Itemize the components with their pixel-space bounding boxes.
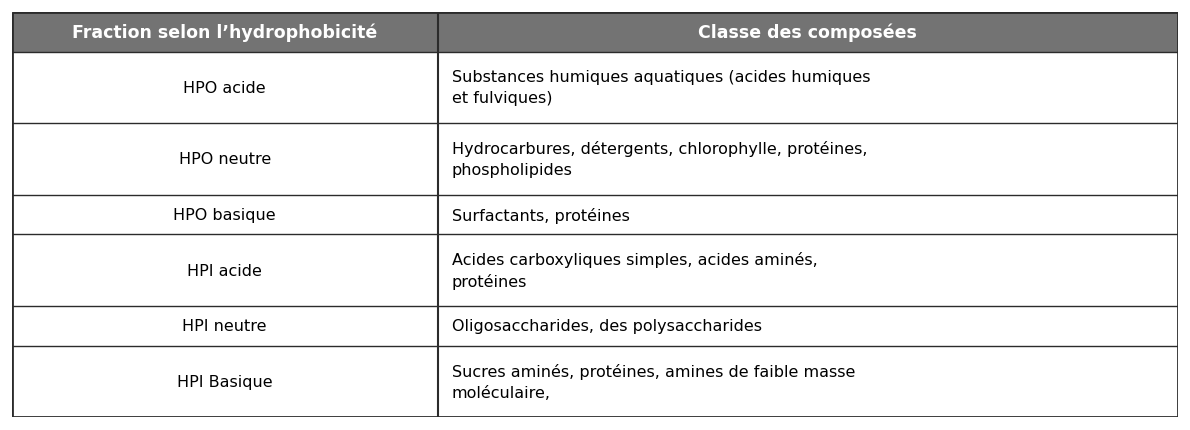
Bar xyxy=(12,346,438,417)
Bar xyxy=(12,195,438,235)
Text: Sucres aminés, protéines, amines de faible masse
moléculaire,: Sucres aminés, protéines, amines de faib… xyxy=(451,363,854,400)
Text: Surfactants, protéines: Surfactants, protéines xyxy=(451,207,630,223)
Text: Classe des composées: Classe des composées xyxy=(699,24,917,42)
Bar xyxy=(12,235,438,306)
Text: HPO acide: HPO acide xyxy=(183,81,267,95)
Bar xyxy=(438,124,1178,195)
Bar xyxy=(12,124,438,195)
Bar xyxy=(12,306,438,346)
Bar xyxy=(438,195,1178,235)
Text: HPO neutre: HPO neutre xyxy=(178,152,271,167)
Text: Hydrocarbures, détergents, chlorophylle, protéines,
phospholipides: Hydrocarbures, détergents, chlorophylle,… xyxy=(451,141,868,178)
Bar xyxy=(438,306,1178,346)
Bar xyxy=(438,346,1178,417)
Text: Fraction selon l’hydrophobicité: Fraction selon l’hydrophobicité xyxy=(73,24,377,42)
Text: Acides carboxyliques simples, acides aminés,
protéines: Acides carboxyliques simples, acides ami… xyxy=(451,251,818,290)
Bar xyxy=(438,235,1178,306)
Bar xyxy=(12,13,438,52)
Text: HPI neutre: HPI neutre xyxy=(182,319,267,333)
Bar xyxy=(438,13,1178,52)
Text: HPO basique: HPO basique xyxy=(174,208,276,222)
Text: HPI acide: HPI acide xyxy=(187,263,262,278)
Text: HPI Basique: HPI Basique xyxy=(177,374,273,389)
Text: Substances humiques aquatiques (acides humiques
et fulviques): Substances humiques aquatiques (acides h… xyxy=(451,70,870,106)
Text: Oligosaccharides, des polysaccharides: Oligosaccharides, des polysaccharides xyxy=(451,319,762,333)
Bar xyxy=(12,52,438,124)
Bar xyxy=(438,52,1178,124)
